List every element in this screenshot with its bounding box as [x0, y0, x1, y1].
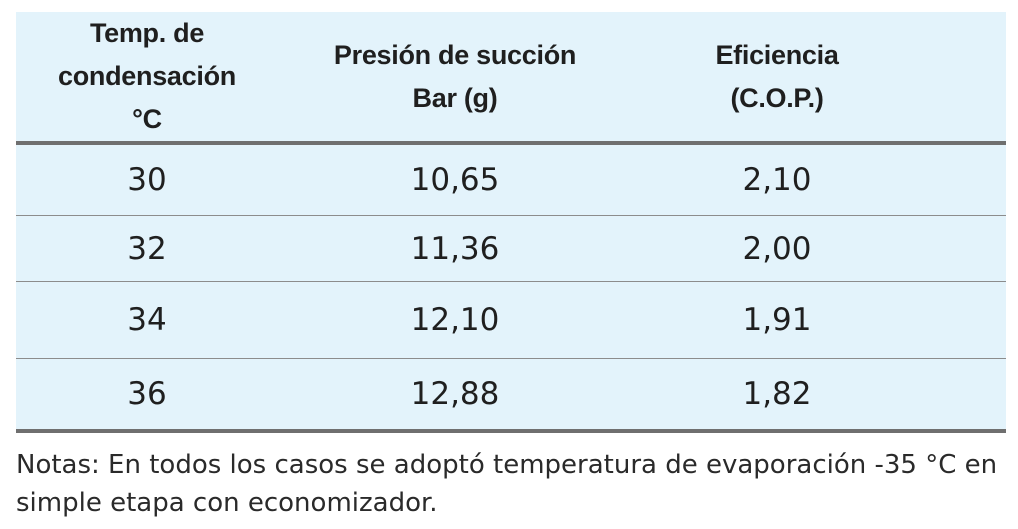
- table-row: 36 12,88 1,82: [16, 358, 1006, 433]
- cell-efficiency: 1,82: [620, 358, 1006, 433]
- header-label: Presión de succión: [333, 39, 577, 70]
- table-row: 32 11,36 2,00: [16, 215, 1006, 282]
- header-efficiency: Eficiencia (C.O.P.): [620, 12, 1006, 145]
- cell-efficiency: 2,00: [620, 215, 1006, 282]
- cell-condensation-temp: 30: [16, 143, 310, 216]
- header-unit: °C: [132, 104, 162, 134]
- cell-suction-pressure: 10,65: [310, 143, 620, 216]
- table-row: 34 12,10 1,91: [16, 281, 1006, 359]
- condensation-table: Temp. de condensación °C Presión de succ…: [16, 12, 1006, 433]
- data-table-container: Temp. de condensación °C Presión de succ…: [16, 12, 1006, 433]
- header-unit: Bar (g): [412, 82, 498, 113]
- header-label: Eficiencia: [715, 39, 839, 70]
- cell-condensation-temp: 36: [16, 358, 310, 433]
- table-header: Temp. de condensación °C Presión de succ…: [16, 12, 1006, 145]
- header-label: Temp. de condensación: [58, 18, 236, 91]
- header-suction-pressure: Presión de succión Bar (g): [310, 12, 620, 145]
- cell-condensation-temp: 32: [16, 215, 310, 282]
- cell-efficiency: 1,91: [620, 281, 1006, 359]
- cell-suction-pressure: 12,88: [310, 358, 620, 433]
- cell-condensation-temp: 34: [16, 281, 310, 359]
- header-condensation-temp: Temp. de condensación °C: [16, 12, 310, 145]
- table-row: 30 10,65 2,10: [16, 143, 1006, 216]
- table-notes: Notas: En todos los casos se adoptó temp…: [16, 450, 998, 518]
- cell-suction-pressure: 11,36: [310, 215, 620, 282]
- cell-suction-pressure: 12,10: [310, 281, 620, 359]
- cell-efficiency: 2,10: [620, 143, 1006, 216]
- header-unit: (C.O.P.): [730, 82, 824, 113]
- header-row: Temp. de condensación °C Presión de succ…: [16, 12, 1006, 145]
- table-body: 30 10,65 2,10 32 11,36 2,00 34 12,10 1,9…: [16, 143, 1006, 433]
